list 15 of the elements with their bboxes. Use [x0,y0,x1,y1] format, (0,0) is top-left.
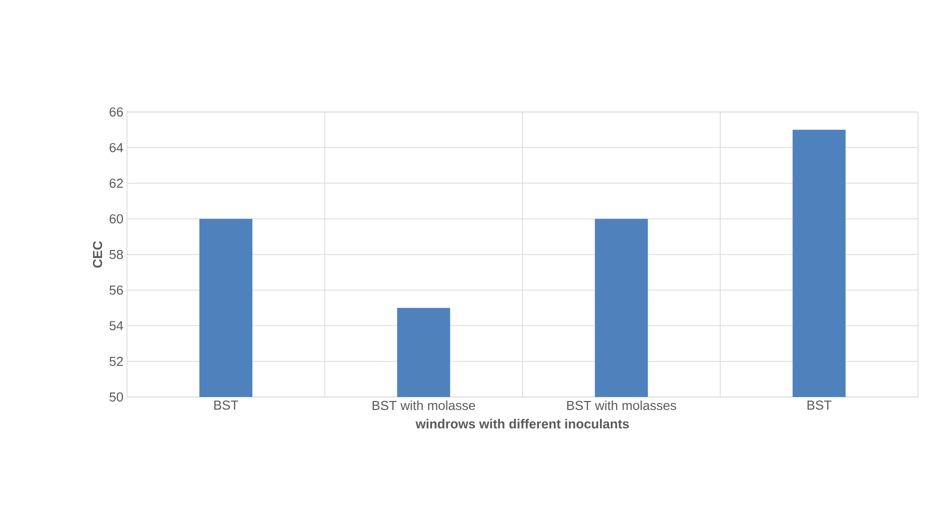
y-tick-label: 60 [110,214,123,224]
y-tick-label: 56 [110,286,123,295]
y-tick-label: 52 [110,356,123,366]
y-tick-label: 58 [110,250,123,260]
y-tick-label: 64 [110,143,124,152]
x-tick-label: BST [808,400,832,410]
x-axis-title: windrows with different inoculants [416,418,629,428]
y-axis-title: CEC [92,241,102,268]
x-tick-label: BST [214,400,238,410]
y-tick-label: 62 [110,178,123,188]
y-tick-label: 66 [110,107,123,117]
x-tick-label: BST with molasses [567,400,676,410]
y-tick-label: 50 [110,392,123,402]
y-tick-label: 54 [110,321,124,330]
x-tick-label: BST with molasse [372,400,476,410]
